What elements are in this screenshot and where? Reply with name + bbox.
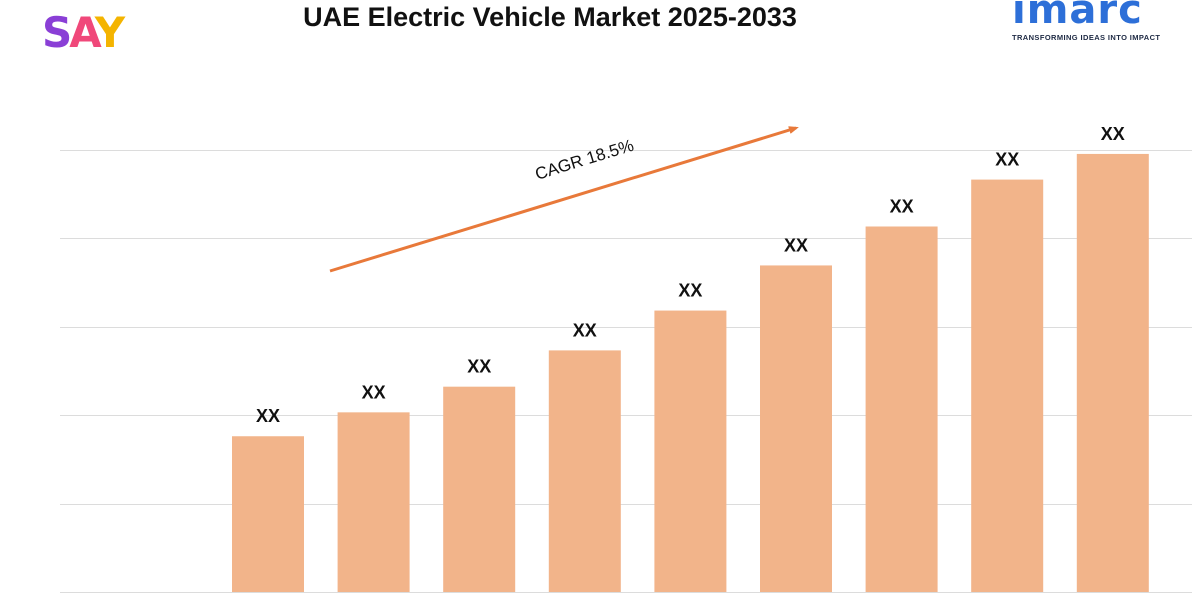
chart-title: UAE Electric Vehicle Market 2025-2033	[303, 2, 797, 32]
say-logo-s: S	[42, 8, 72, 57]
bar-0	[232, 436, 304, 592]
data-label-8: XX	[1101, 124, 1125, 144]
say-logo-a: A	[69, 8, 97, 57]
bar-2	[443, 386, 516, 592]
imarc-logo-tagline: TRANSFORMING IDEAS INTO IMPACT	[1012, 33, 1161, 42]
bar-7	[971, 179, 1044, 592]
data-label-4: XX	[678, 281, 702, 301]
cagr-arrow	[329, 126, 799, 273]
data-label-7: XX	[995, 150, 1019, 170]
imarc-logo: imarc TRANSFORMING IDEAS INTO IMPACT	[1012, 0, 1190, 42]
data-label-0: XX	[256, 406, 280, 426]
say-logo-y: Y	[94, 8, 125, 57]
data-label-6: XX	[890, 196, 914, 216]
say-logo: SAY	[42, 12, 125, 54]
bar-1	[337, 412, 410, 592]
data-label-2: XX	[467, 357, 491, 377]
bar-4	[654, 310, 727, 592]
data-label-3: XX	[573, 320, 597, 340]
bar-8	[1076, 153, 1149, 593]
bar-5	[760, 265, 832, 592]
cagr-label: CAGR 18.5%	[533, 136, 636, 184]
data-label-1: XX	[362, 382, 386, 402]
bar-6	[865, 226, 938, 592]
bar-3	[548, 350, 621, 592]
imarc-logo-word: imarc	[1012, 0, 1143, 33]
data-label-5: XX	[784, 235, 808, 255]
